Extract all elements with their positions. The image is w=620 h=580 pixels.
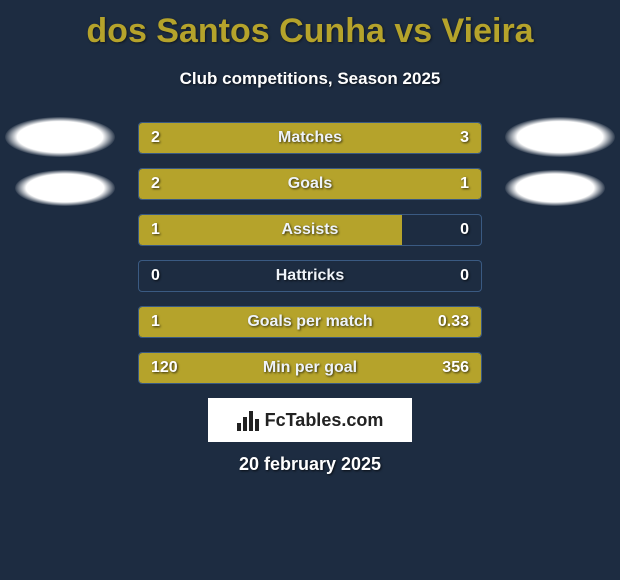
stat-label: Goals per match <box>139 307 481 337</box>
stat-label: Goals <box>139 169 481 199</box>
stat-row: 21Goals <box>138 168 482 200</box>
stat-label: Assists <box>139 215 481 245</box>
stat-label: Hattricks <box>139 261 481 291</box>
stat-row: 23Matches <box>138 122 482 154</box>
stat-row: 10.33Goals per match <box>138 306 482 338</box>
page-subtitle: Club competitions, Season 2025 <box>0 69 620 89</box>
footer-logo: FcTables.com <box>208 398 412 442</box>
team-right-avatar-placeholder <box>505 170 605 206</box>
logo-bars-icon <box>237 409 259 431</box>
team-left-avatar-placeholder <box>15 170 115 206</box>
page-title: dos Santos Cunha vs Vieira <box>0 0 620 51</box>
player-right-avatar-placeholder <box>505 117 615 157</box>
stat-row: 10Assists <box>138 214 482 246</box>
footer-date: 20 february 2025 <box>0 454 620 475</box>
player-left-avatar-placeholder <box>5 117 115 157</box>
stat-label: Matches <box>139 123 481 153</box>
stats-bar-chart: 23Matches 21Goals 10Assists 00Hattricks 10.3… <box>138 122 482 398</box>
stat-label: Min per goal <box>139 353 481 383</box>
stat-row: 00Hattricks <box>138 260 482 292</box>
stat-row: 120356Min per goal <box>138 352 482 384</box>
footer-logo-text: FcTables.com <box>265 410 384 431</box>
